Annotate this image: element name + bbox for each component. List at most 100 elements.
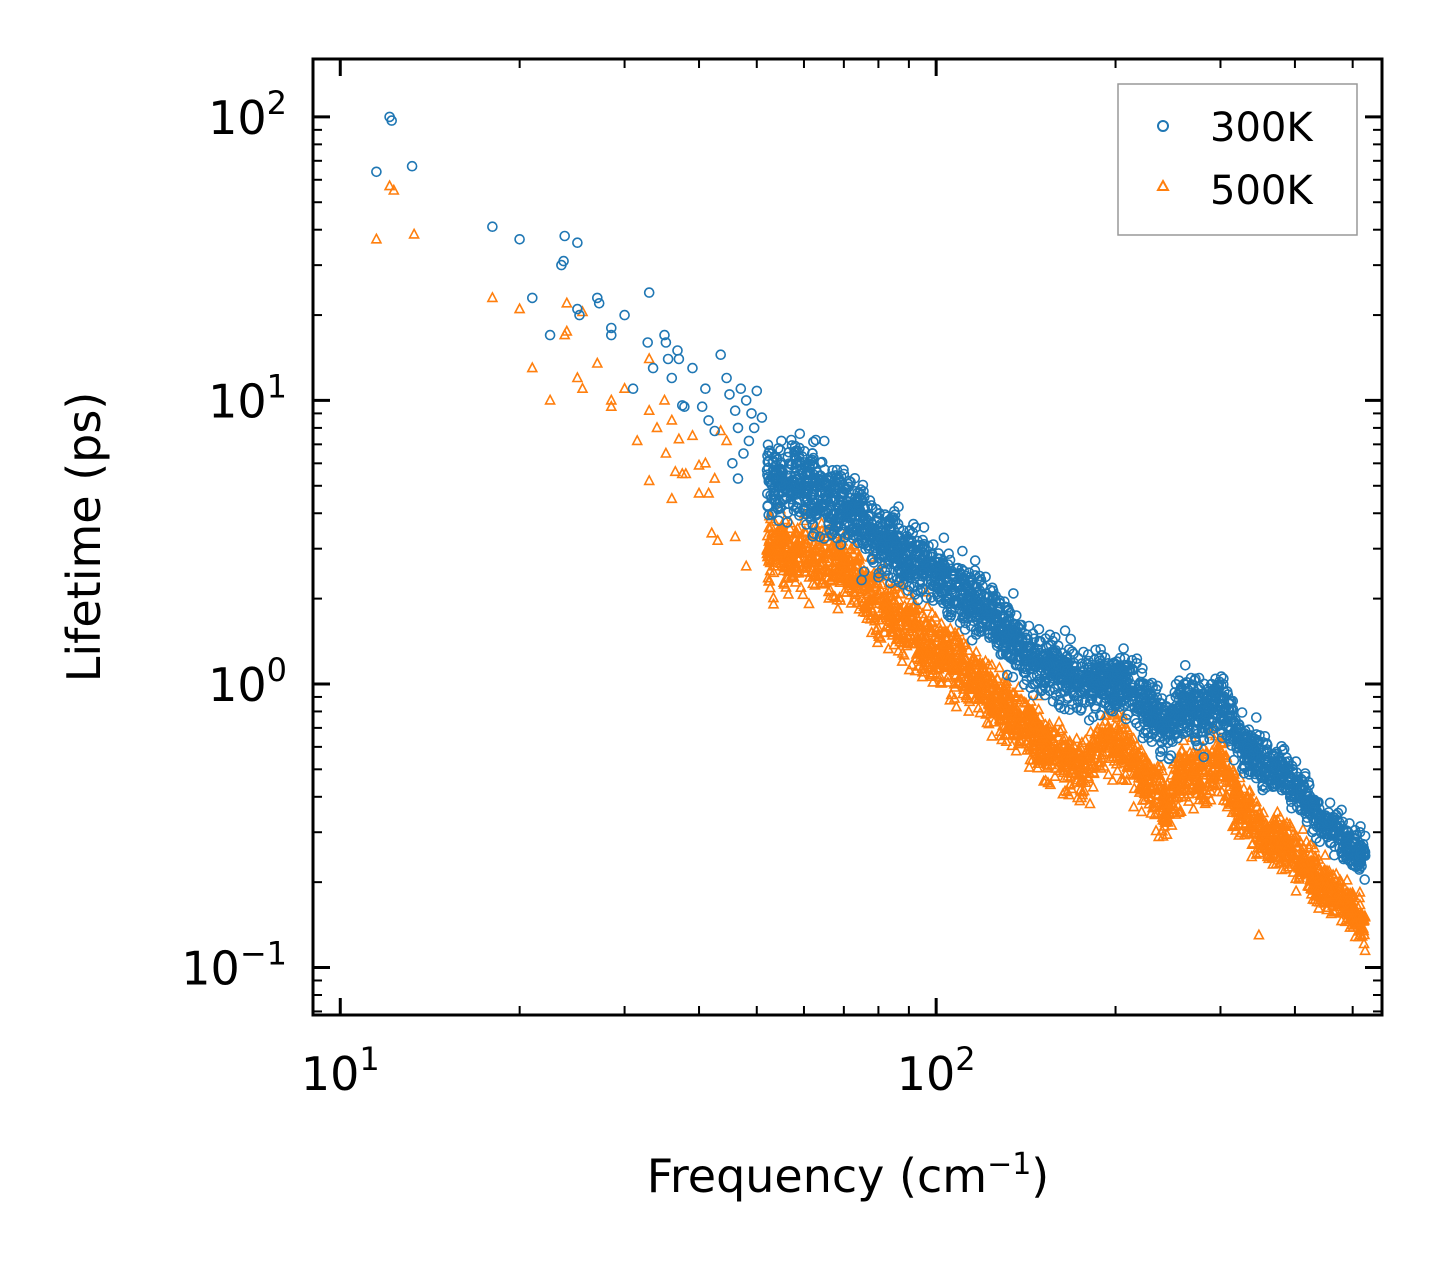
data-point-500k	[1005, 703, 1018, 715]
data-point-500k	[933, 652, 946, 664]
data-point-500k	[796, 546, 809, 558]
data-point-300k	[1062, 653, 1073, 665]
data-point-500k	[1084, 739, 1096, 751]
data-point-500k	[865, 626, 878, 638]
data-point-300k	[1180, 659, 1191, 671]
data-point-500k	[1049, 769, 1061, 781]
data-point-500k	[1333, 893, 1346, 905]
data-point-300k	[877, 532, 889, 544]
data-point-300k	[995, 648, 1007, 660]
data-point-500k	[679, 467, 692, 479]
data-point-500k	[1229, 786, 1242, 798]
data-point-500k	[1084, 725, 1097, 737]
data-point-300k	[740, 395, 752, 406]
data-point-500k	[526, 361, 539, 373]
data-point-500k	[899, 632, 912, 644]
data-point-500k	[1140, 763, 1153, 775]
data-point-500k	[1294, 834, 1306, 846]
data-point-500k	[1275, 834, 1287, 846]
data-point-300k	[1072, 668, 1083, 680]
data-point-500k	[995, 733, 1008, 745]
data-point-500k	[1034, 727, 1047, 739]
data-point-300k	[1287, 763, 1299, 775]
data-point-300k	[938, 532, 950, 544]
data-point-500k	[1201, 786, 1214, 798]
data-point-500k	[845, 560, 858, 572]
data-point-500k	[842, 574, 855, 586]
data-point-500k	[761, 543, 773, 555]
data-point-500k	[1157, 829, 1169, 841]
data-point-500k	[1287, 865, 1300, 877]
data-point-500k	[974, 655, 986, 667]
data-point-500k	[1330, 867, 1343, 879]
data-point-500k	[806, 577, 819, 589]
data-point-300k	[703, 415, 714, 426]
data-point-500k	[658, 393, 671, 405]
data-point-500k	[1114, 743, 1127, 755]
data-point-300k	[406, 160, 418, 172]
data-point-500k	[1251, 800, 1264, 812]
data-point-500k	[1140, 752, 1153, 764]
data-point-500k	[888, 594, 901, 606]
data-point-500k	[1020, 696, 1032, 708]
data-point-500k	[798, 525, 811, 537]
data-point-500k	[942, 668, 955, 680]
data-point-500k	[1136, 793, 1149, 805]
data-point-500k	[1020, 724, 1033, 736]
data-point-500k	[711, 533, 724, 545]
data-point-300k	[1090, 644, 1101, 656]
data-point-500k	[891, 628, 904, 640]
data-point-300k	[572, 237, 583, 248]
data-point-500k	[1203, 756, 1216, 768]
data-point-500k	[1230, 775, 1243, 787]
data-point-500k	[1221, 789, 1234, 801]
data-point-500k	[832, 602, 844, 614]
data-point-500k	[1204, 765, 1217, 777]
data-point-500k	[909, 664, 922, 676]
data-point-500k	[1321, 903, 1333, 915]
data-point-500k	[875, 578, 888, 590]
series-300k	[371, 111, 1371, 885]
data-point-500k	[894, 601, 907, 613]
data-point-500k	[934, 670, 947, 682]
data-point-300k	[1257, 779, 1269, 791]
data-point-500k	[1298, 841, 1310, 853]
data-point-500k	[1071, 757, 1083, 769]
data-point-500k	[1009, 729, 1022, 741]
data-point-500k	[1076, 785, 1089, 797]
data-point-500k	[999, 682, 1011, 694]
data-point-500k	[924, 639, 937, 651]
data-point-300k	[605, 322, 617, 334]
data-point-500k	[849, 588, 862, 600]
data-point-500k	[929, 610, 942, 622]
data-point-500k	[826, 545, 839, 557]
data-point-500k	[1119, 721, 1132, 733]
data-point-500k	[1327, 868, 1339, 880]
data-point-500k	[1111, 729, 1123, 741]
data-point-500k	[1138, 779, 1151, 791]
data-point-500k	[1322, 888, 1335, 900]
data-point-300k	[893, 501, 904, 513]
data-point-500k	[1266, 850, 1279, 862]
data-point-500k	[957, 654, 970, 666]
data-point-500k	[1046, 741, 1059, 753]
data-point-300k	[785, 434, 797, 446]
data-point-500k	[934, 676, 947, 688]
data-point-500k	[1033, 733, 1046, 745]
data-point-300k	[559, 230, 571, 242]
data-point-500k	[1312, 901, 1325, 913]
data-point-500k	[1229, 823, 1242, 835]
data-point-500k	[767, 597, 780, 609]
data-point-500k	[767, 566, 780, 578]
data-point-500k	[1125, 753, 1137, 765]
data-point-500k	[990, 683, 1002, 695]
data-point-500k	[1177, 756, 1189, 768]
data-point-500k	[1172, 784, 1184, 796]
data-point-300k	[735, 383, 747, 395]
data-point-500k	[1144, 775, 1157, 787]
data-point-500k	[801, 554, 813, 566]
data-point-500k	[1294, 852, 1307, 864]
data-point-300k	[860, 537, 872, 549]
data-point-300k	[785, 493, 797, 505]
data-point-500k	[1041, 761, 1053, 773]
